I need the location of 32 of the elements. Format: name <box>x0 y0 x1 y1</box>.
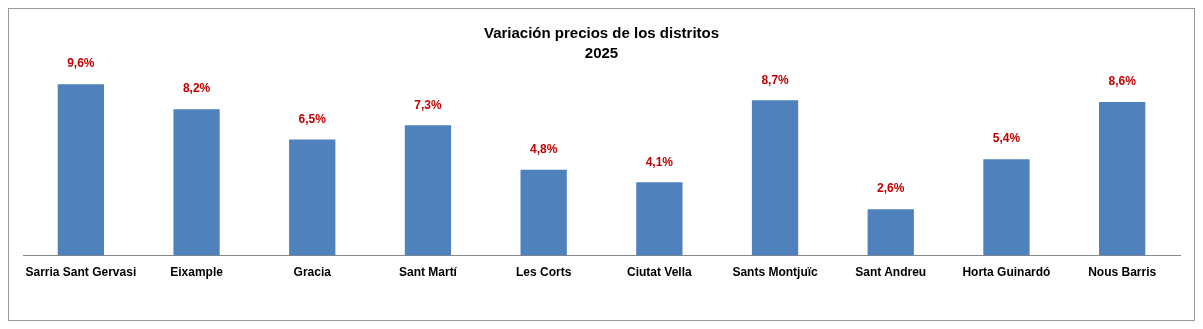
data-label: 4,1% <box>645 154 674 169</box>
bar <box>173 109 220 256</box>
x-tick-label: Eixample <box>170 265 224 280</box>
data-label: 2,6% <box>877 181 905 196</box>
data-label: 5,4% <box>992 131 1021 146</box>
data-label: 8,7% <box>761 72 790 87</box>
x-tick-label: Ciutat Vella <box>627 265 693 280</box>
data-label: 9,6% <box>67 56 95 71</box>
x-tick-label: Les Corts <box>515 265 572 280</box>
bar <box>520 169 567 256</box>
bar <box>1099 102 1146 256</box>
bar <box>867 209 914 256</box>
bar <box>57 84 104 256</box>
x-tick-label: Gracia <box>293 265 332 280</box>
x-tick-label: Sarria Sant Gervasi <box>25 265 137 280</box>
bar <box>751 100 799 256</box>
x-tick-label: Horta Guinardó <box>962 265 1051 280</box>
bar <box>636 182 683 256</box>
x-tick-label: Nous Barris <box>1088 265 1157 280</box>
chart-subtitle: 2025 <box>584 44 619 62</box>
data-label: 4,8% <box>529 142 558 157</box>
bar <box>289 139 336 256</box>
x-tick-label: Sants Montjuïc <box>732 265 819 280</box>
bar <box>404 125 452 256</box>
data-label: 6,5% <box>298 111 327 126</box>
chart-title: Variación precios de los distritos <box>483 24 720 42</box>
data-label: 8,2% <box>182 81 211 96</box>
x-tick-label: Sant Martí <box>398 265 458 280</box>
data-label: 8,6% <box>1108 74 1137 89</box>
x-tick-label: Sant Andreu <box>855 265 927 280</box>
bar <box>983 159 1030 256</box>
data-label: 7,3% <box>414 97 442 112</box>
